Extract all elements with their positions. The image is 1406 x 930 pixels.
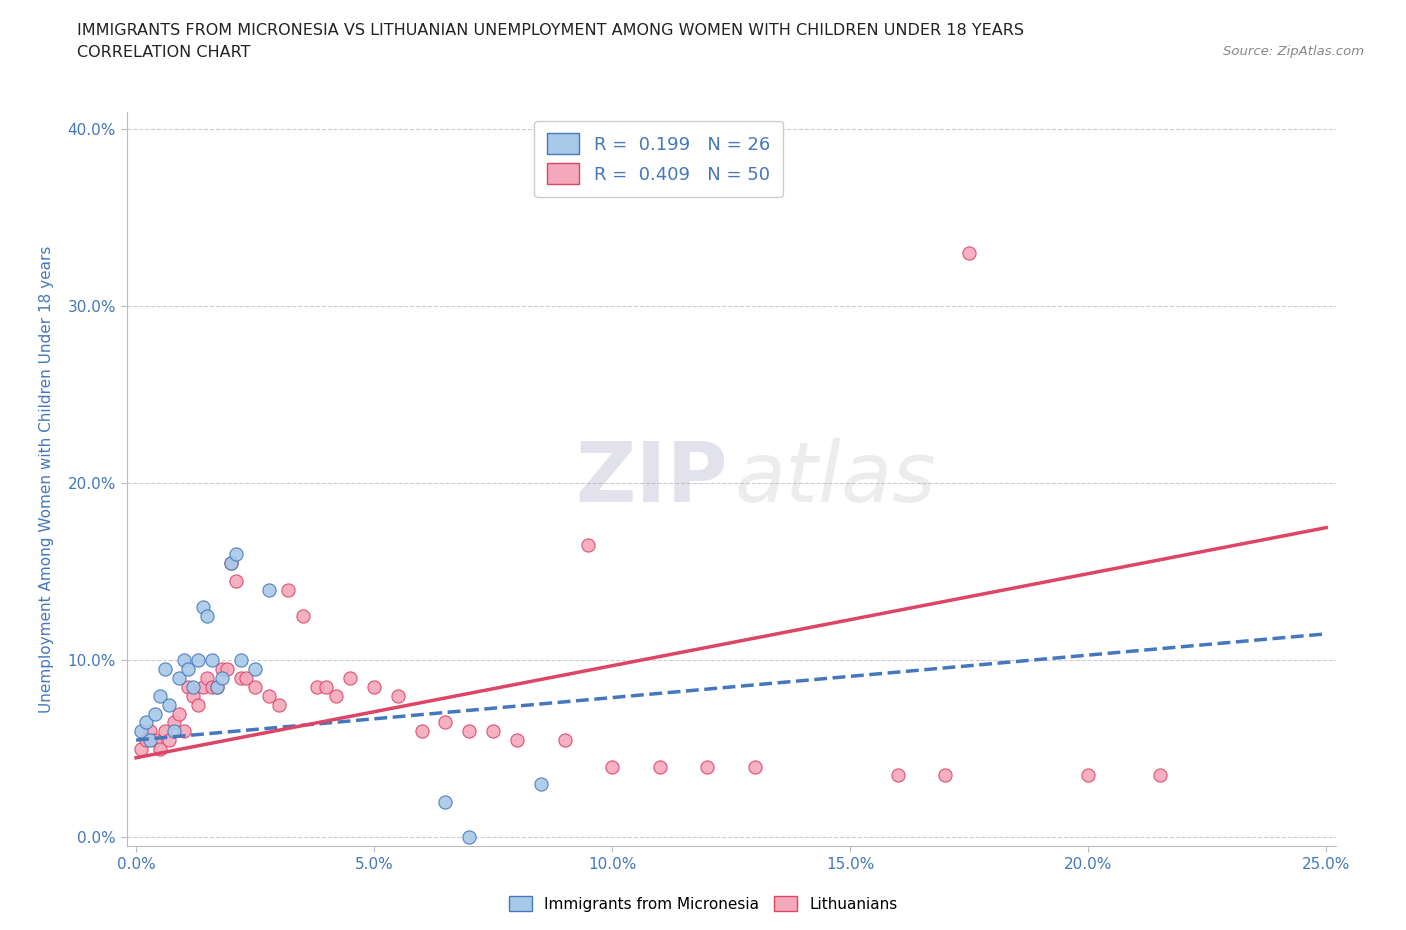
Point xyxy=(163,715,186,730)
Point xyxy=(934,768,956,783)
Point xyxy=(434,715,457,730)
Point xyxy=(135,733,157,748)
Point xyxy=(149,688,172,703)
Point xyxy=(553,733,575,748)
Point xyxy=(167,671,190,685)
Point xyxy=(201,653,224,668)
Text: CORRELATION CHART: CORRELATION CHART xyxy=(77,45,250,60)
Point xyxy=(181,688,204,703)
Point xyxy=(225,573,247,588)
Point xyxy=(215,662,238,677)
Point xyxy=(315,680,337,695)
Point xyxy=(153,724,176,738)
Point xyxy=(411,724,433,738)
Point xyxy=(157,698,180,712)
Point xyxy=(191,680,214,695)
Text: ZIP: ZIP xyxy=(575,438,727,520)
Point xyxy=(187,698,209,712)
Point xyxy=(197,609,219,624)
Point xyxy=(163,724,186,738)
Point xyxy=(201,680,224,695)
Point xyxy=(1149,768,1171,783)
Text: Source: ZipAtlas.com: Source: ZipAtlas.com xyxy=(1223,45,1364,58)
Point xyxy=(143,733,166,748)
Point xyxy=(229,671,252,685)
Point xyxy=(458,830,481,844)
Point xyxy=(139,724,162,738)
Point xyxy=(291,609,314,624)
Point xyxy=(205,680,228,695)
Point xyxy=(387,688,409,703)
Point xyxy=(211,671,233,685)
Point xyxy=(576,538,599,552)
Y-axis label: Unemployment Among Women with Children Under 18 years: Unemployment Among Women with Children U… xyxy=(39,246,53,712)
Point xyxy=(243,662,266,677)
Point xyxy=(887,768,910,783)
Point xyxy=(506,733,529,748)
Point xyxy=(235,671,257,685)
Point xyxy=(243,680,266,695)
Point xyxy=(434,794,457,809)
Point xyxy=(129,741,152,756)
Point xyxy=(181,680,204,695)
Point xyxy=(187,653,209,668)
Legend: Immigrants from Micronesia, Lithuanians: Immigrants from Micronesia, Lithuanians xyxy=(502,889,904,918)
Point xyxy=(177,662,200,677)
Legend: R =  0.199   N = 26, R =  0.409   N = 50: R = 0.199 N = 26, R = 0.409 N = 50 xyxy=(534,121,783,196)
Point xyxy=(211,662,233,677)
Point xyxy=(277,582,299,597)
Point xyxy=(744,759,766,774)
Point xyxy=(149,741,172,756)
Point xyxy=(1077,768,1099,783)
Point xyxy=(205,680,228,695)
Point xyxy=(957,246,980,260)
Point xyxy=(143,706,166,721)
Point xyxy=(139,733,162,748)
Point xyxy=(219,555,242,570)
Point xyxy=(225,547,247,562)
Point xyxy=(153,662,176,677)
Point xyxy=(600,759,623,774)
Point xyxy=(191,600,214,615)
Point xyxy=(482,724,505,738)
Point xyxy=(648,759,671,774)
Point xyxy=(259,688,281,703)
Point xyxy=(530,777,553,791)
Point xyxy=(135,715,157,730)
Point xyxy=(177,680,200,695)
Text: IMMIGRANTS FROM MICRONESIA VS LITHUANIAN UNEMPLOYMENT AMONG WOMEN WITH CHILDREN : IMMIGRANTS FROM MICRONESIA VS LITHUANIAN… xyxy=(77,23,1025,38)
Point xyxy=(458,724,481,738)
Point xyxy=(267,698,290,712)
Point xyxy=(305,680,328,695)
Point xyxy=(325,688,347,703)
Point xyxy=(696,759,718,774)
Point xyxy=(229,653,252,668)
Point xyxy=(219,555,242,570)
Point xyxy=(167,706,190,721)
Point xyxy=(129,724,152,738)
Point xyxy=(363,680,385,695)
Point xyxy=(157,733,180,748)
Text: atlas: atlas xyxy=(735,438,936,520)
Point xyxy=(173,653,195,668)
Point xyxy=(259,582,281,597)
Point xyxy=(173,724,195,738)
Point xyxy=(339,671,361,685)
Point xyxy=(197,671,219,685)
